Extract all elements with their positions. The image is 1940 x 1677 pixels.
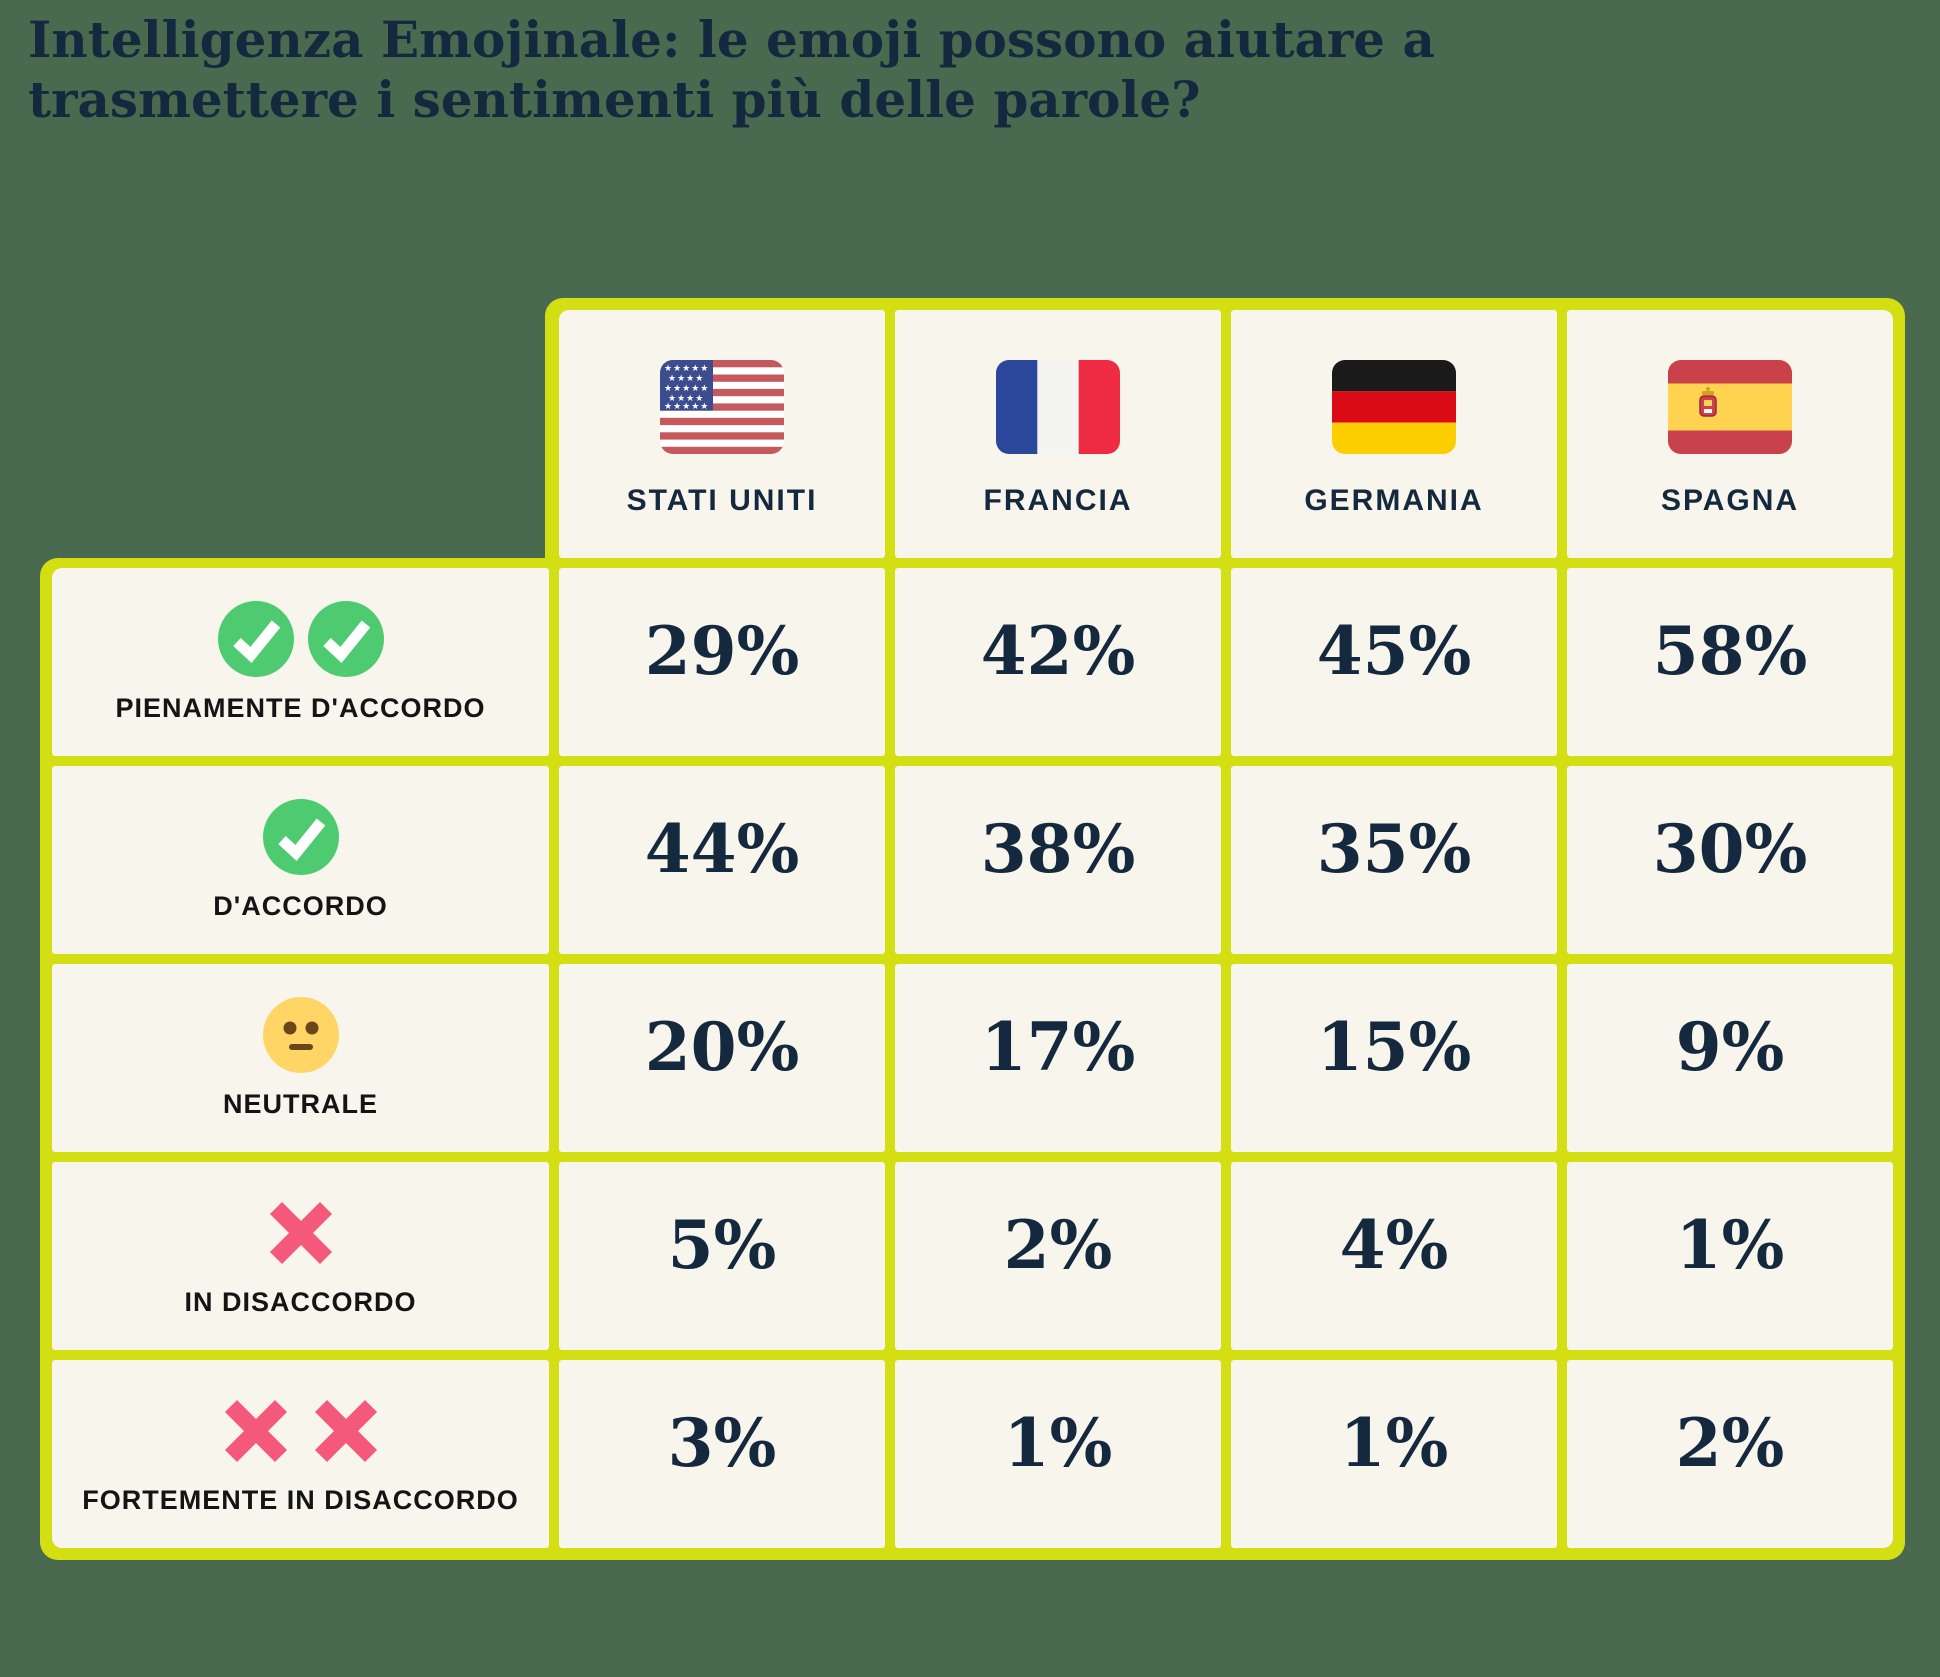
value: 1% xyxy=(1675,1206,1785,1284)
value: 45% xyxy=(1316,612,1472,690)
value: 4% xyxy=(1339,1206,1449,1284)
value-cell: 2% xyxy=(1567,1360,1893,1548)
svg-text:★★★★: ★★★★ xyxy=(668,373,704,383)
row-header-in-disaccordo: IN DISACCORDO xyxy=(52,1162,549,1350)
value: 17% xyxy=(980,1008,1136,1086)
column-label: FRANCIA xyxy=(983,484,1133,517)
row-label: D'ACCORDO xyxy=(213,890,388,921)
value-cell: 4% xyxy=(1231,1162,1557,1350)
row-label: IN DISACCORDO xyxy=(184,1286,417,1317)
value-cell: 5% xyxy=(559,1162,885,1350)
row-emoji-group xyxy=(262,996,339,1073)
cross-icon xyxy=(314,1399,377,1462)
value-cell: 29% xyxy=(559,568,885,756)
value: 44% xyxy=(644,810,800,888)
value-cell: 58% xyxy=(1567,568,1893,756)
svg-text:★★★★★: ★★★★★ xyxy=(664,363,709,373)
row-header-neutrale: NEUTRALE xyxy=(52,964,549,1152)
value: 30% xyxy=(1652,810,1808,888)
cross-icon xyxy=(269,1201,332,1264)
survey-table: ★★★★★ ★★★★ ★★★★★ ★★★★ ★★★★★ STATI UNITI … xyxy=(40,298,1905,1560)
cross-icon xyxy=(224,1399,287,1462)
row-emoji-group xyxy=(218,1393,384,1469)
column-label: SPAGNA xyxy=(1660,484,1800,517)
value: 9% xyxy=(1675,1008,1785,1086)
value-cell: 35% xyxy=(1231,766,1557,954)
value: 29% xyxy=(644,612,800,690)
value: 20% xyxy=(644,1008,800,1086)
column-header-spagna: SPAGNA xyxy=(1567,310,1893,558)
check-icon xyxy=(307,600,384,677)
page-title: Intelligenza Emojinale: le emoji possono… xyxy=(28,10,1435,130)
column-label: STATI UNITI xyxy=(626,484,818,517)
row-emoji-group xyxy=(263,1195,339,1271)
value: 38% xyxy=(980,810,1136,888)
value: 15% xyxy=(1316,1008,1472,1086)
value-cell: 44% xyxy=(559,766,885,954)
title-line-1: Intelligenza Emojinale: le emoji possono… xyxy=(28,10,1435,69)
value: 5% xyxy=(667,1206,777,1284)
svg-text:★★★★★: ★★★★★ xyxy=(664,401,709,411)
spain-flag-icon xyxy=(1668,360,1792,454)
column-header-stati-uniti: ★★★★★ ★★★★ ★★★★★ ★★★★ ★★★★★ STATI UNITI xyxy=(559,310,885,558)
value: 42% xyxy=(980,612,1136,690)
value: 58% xyxy=(1652,612,1808,690)
value: 1% xyxy=(1003,1404,1113,1482)
value-cell: 45% xyxy=(1231,568,1557,756)
value-cell: 30% xyxy=(1567,766,1893,954)
row-emoji-group xyxy=(217,600,384,677)
germany-flag-icon xyxy=(1332,360,1456,454)
value: 3% xyxy=(667,1404,777,1482)
value-cell: 1% xyxy=(1231,1360,1557,1548)
value-cell: 42% xyxy=(895,568,1221,756)
value-cell: 15% xyxy=(1231,964,1557,1152)
corner-spacer xyxy=(52,310,549,558)
value-cell: 3% xyxy=(559,1360,885,1548)
row-header-daccordo: D'ACCORDO xyxy=(52,766,549,954)
row-label: FORTEMENTE IN DISACCORDO xyxy=(82,1484,519,1515)
row-header-fortemente-in-disaccordo: FORTEMENTE IN DISACCORDO xyxy=(52,1360,549,1548)
row-header-pienamente-daccordo: PIENAMENTE D'ACCORDO xyxy=(52,568,549,756)
row-emoji-group xyxy=(262,798,339,875)
title-line-2: trasmettere i sentimenti più delle parol… xyxy=(28,70,1201,129)
spain-crest xyxy=(1699,387,1717,417)
value-cell: 1% xyxy=(895,1360,1221,1548)
value-cell: 20% xyxy=(559,964,885,1152)
value-cell: 17% xyxy=(895,964,1221,1152)
value: 35% xyxy=(1316,810,1472,888)
column-label: GERMANIA xyxy=(1304,484,1484,517)
france-flag-icon xyxy=(996,360,1120,454)
row-label: PIENAMENTE D'ACCORDO xyxy=(115,692,486,723)
value: 1% xyxy=(1339,1404,1449,1482)
value: 2% xyxy=(1675,1404,1785,1482)
united-states-flag-icon: ★★★★★ ★★★★ ★★★★★ ★★★★ ★★★★★ xyxy=(660,360,784,454)
value: 2% xyxy=(1003,1206,1113,1284)
check-icon xyxy=(217,600,294,677)
column-header-germania: GERMANIA xyxy=(1231,310,1557,558)
column-header-francia: FRANCIA xyxy=(895,310,1221,558)
value-cell: 2% xyxy=(895,1162,1221,1350)
value-cell: 9% xyxy=(1567,964,1893,1152)
value-cell: 38% xyxy=(895,766,1221,954)
value-cell: 1% xyxy=(1567,1162,1893,1350)
neutral-face-icon xyxy=(262,996,339,1073)
check-icon xyxy=(262,798,339,875)
row-label: NEUTRALE xyxy=(223,1088,378,1119)
svg-text:★★★★★: ★★★★★ xyxy=(664,383,709,393)
svg-text:★★★★: ★★★★ xyxy=(668,393,704,403)
